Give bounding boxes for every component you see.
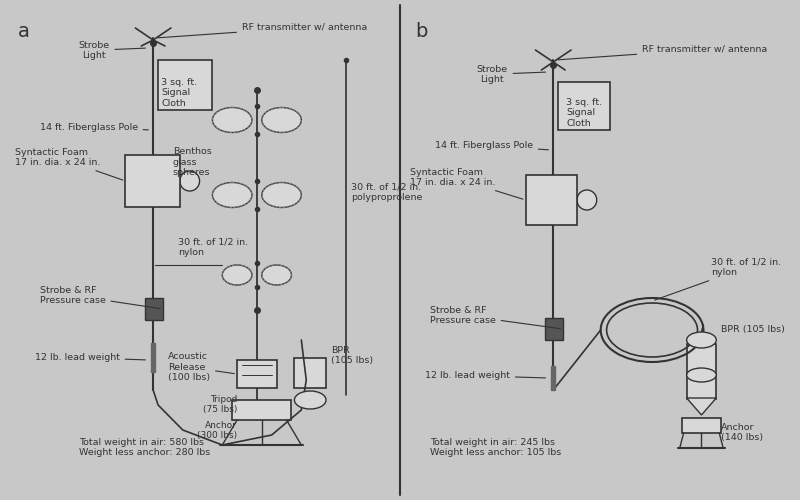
- Text: Strobe
Light: Strobe Light: [477, 64, 546, 84]
- Text: Syntactic Foam
17 in. dia. x 24 in.: Syntactic Foam 17 in. dia. x 24 in.: [15, 148, 123, 180]
- Text: RF transmitter w/ antenna: RF transmitter w/ antenna: [158, 23, 367, 38]
- Text: 30 ft. of 1/2 in.
polyproprolene: 30 ft. of 1/2 in. polyproprolene: [350, 182, 422, 202]
- Text: RF transmitter w/ antenna: RF transmitter w/ antenna: [558, 45, 767, 60]
- Ellipse shape: [213, 108, 252, 132]
- Text: BPR (105 lbs): BPR (105 lbs): [722, 325, 785, 334]
- Ellipse shape: [686, 332, 716, 348]
- Text: Strobe
Light: Strobe Light: [78, 40, 146, 60]
- Ellipse shape: [222, 265, 252, 285]
- Text: a: a: [18, 22, 30, 41]
- Text: Total weight in air: 245 lbs
Weight less anchor: 105 lbs: Total weight in air: 245 lbs Weight less…: [430, 438, 561, 457]
- Text: Acoustic
Release
(100 lbs): Acoustic Release (100 lbs): [168, 352, 234, 382]
- Text: 14 ft. Fiberglass Pole: 14 ft. Fiberglass Pole: [434, 141, 549, 150]
- Text: Syntactic Foam
17 in. dia. x 24 in.: Syntactic Foam 17 in. dia. x 24 in.: [410, 168, 523, 199]
- FancyBboxPatch shape: [146, 298, 163, 320]
- FancyBboxPatch shape: [126, 155, 180, 207]
- Text: b: b: [415, 22, 427, 41]
- Text: 3 sq. ft.
Signal
Cloth: 3 sq. ft. Signal Cloth: [566, 98, 602, 128]
- Text: 12 lb. lead weight: 12 lb. lead weight: [425, 371, 546, 380]
- Ellipse shape: [213, 182, 252, 208]
- Circle shape: [577, 190, 597, 210]
- Text: Tripod
(75 lbs): Tripod (75 lbs): [202, 394, 237, 414]
- FancyBboxPatch shape: [686, 344, 716, 399]
- FancyBboxPatch shape: [232, 400, 291, 420]
- Text: Total weight in air: 580 lbs
Weight less anchor: 280 lbs: Total weight in air: 580 lbs Weight less…: [79, 438, 210, 457]
- Text: 3 sq. ft.
Signal
Cloth: 3 sq. ft. Signal Cloth: [161, 78, 197, 108]
- Text: 14 ft. Fiberglass Pole: 14 ft. Fiberglass Pole: [39, 123, 148, 132]
- Text: Strobe & RF
Pressure case: Strobe & RF Pressure case: [39, 286, 160, 308]
- FancyBboxPatch shape: [546, 318, 563, 340]
- FancyBboxPatch shape: [526, 175, 577, 225]
- Ellipse shape: [262, 108, 302, 132]
- Circle shape: [180, 171, 199, 191]
- Ellipse shape: [262, 265, 291, 285]
- Text: Anchor
(140 lbs): Anchor (140 lbs): [722, 422, 763, 442]
- Text: Anchor
(300 lbs): Anchor (300 lbs): [197, 420, 237, 440]
- Ellipse shape: [686, 368, 716, 382]
- Ellipse shape: [262, 182, 302, 208]
- Text: BPR
(105 lbs): BPR (105 lbs): [331, 346, 373, 365]
- FancyBboxPatch shape: [682, 418, 722, 433]
- Text: Benthos
glass
spheres: Benthos glass spheres: [173, 147, 212, 177]
- FancyBboxPatch shape: [294, 358, 326, 388]
- Text: 30 ft. of 1/2 in.
nylon: 30 ft. of 1/2 in. nylon: [654, 258, 782, 300]
- FancyBboxPatch shape: [558, 82, 610, 130]
- Text: Strobe & RF
Pressure case: Strobe & RF Pressure case: [430, 306, 560, 328]
- Text: 30 ft. of 1/2 in.
nylon: 30 ft. of 1/2 in. nylon: [178, 238, 248, 257]
- Text: 12 lb. lead weight: 12 lb. lead weight: [34, 353, 146, 362]
- FancyBboxPatch shape: [158, 60, 213, 110]
- Polygon shape: [686, 398, 716, 415]
- FancyBboxPatch shape: [237, 360, 277, 388]
- Ellipse shape: [294, 391, 326, 409]
